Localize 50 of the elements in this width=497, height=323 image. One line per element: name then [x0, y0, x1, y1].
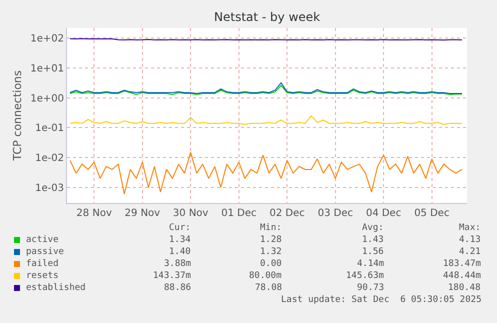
legend-label: active [26, 235, 59, 245]
text: 180.48 [448, 283, 481, 293]
text: Min: [260, 223, 282, 233]
line-series [70, 152, 462, 195]
legend-label: resets [26, 271, 59, 281]
text: Cur: [169, 223, 191, 233]
x-tick-label: 29 Nov [124, 208, 160, 219]
y-axis-title: TCP connections [11, 70, 24, 162]
text: 1.40 [169, 247, 191, 257]
legend-label: failed [26, 259, 59, 269]
x-tick-label: 04 Dec [366, 208, 402, 219]
text: 1.56 [362, 247, 384, 257]
x-tick-label: 01 Dec [221, 208, 256, 219]
legend-label: passive [26, 247, 64, 257]
text: 1.32 [260, 247, 282, 257]
text: Avg: [362, 223, 384, 233]
text: 90.73 [357, 283, 384, 293]
line-series [70, 85, 462, 95]
y-tick-label: 1e+02 [30, 34, 64, 45]
text: 448.44m [443, 271, 481, 281]
y-tick-label: 1e-01 [35, 123, 64, 134]
x-tick-label: 28 Nov [76, 208, 112, 219]
line-series [70, 82, 462, 94]
text: 143.37m [153, 271, 191, 281]
text: 1.34 [169, 235, 191, 245]
text: 4.14m [357, 259, 384, 269]
text: 1.28 [260, 235, 282, 245]
x-tick-label: 30 Nov [172, 208, 208, 219]
text: Max: [459, 223, 481, 233]
text: 145.63m [346, 271, 384, 281]
line-series [70, 115, 462, 125]
x-tick-label: 05 Dec [414, 208, 450, 219]
text: 4.21 [459, 247, 481, 257]
text: Last update: Sat Dec 6 05:30:05 2025 [281, 295, 482, 305]
y-tick-label: 1e-02 [35, 153, 64, 164]
text: 0.00 [260, 259, 282, 269]
text: 78.08 [255, 283, 282, 293]
legend-label: established [26, 283, 86, 293]
chart-title: Netstat - by week [214, 10, 320, 24]
text: 3.88m [164, 259, 192, 269]
x-tick-label: 02 Dec [269, 208, 305, 219]
text: 183.47m [443, 259, 481, 269]
text: 88.86 [164, 283, 192, 293]
y-tick-label: 1e-03 [35, 182, 64, 194]
text: 4.13 [459, 235, 481, 245]
y-tick-label: 1e+01 [30, 64, 64, 75]
text: 1.43 [362, 235, 384, 245]
text: 80.00m [249, 271, 282, 281]
y-tick-label: 1e+00 [30, 93, 64, 104]
x-tick-label: 03 Dec [318, 208, 353, 219]
